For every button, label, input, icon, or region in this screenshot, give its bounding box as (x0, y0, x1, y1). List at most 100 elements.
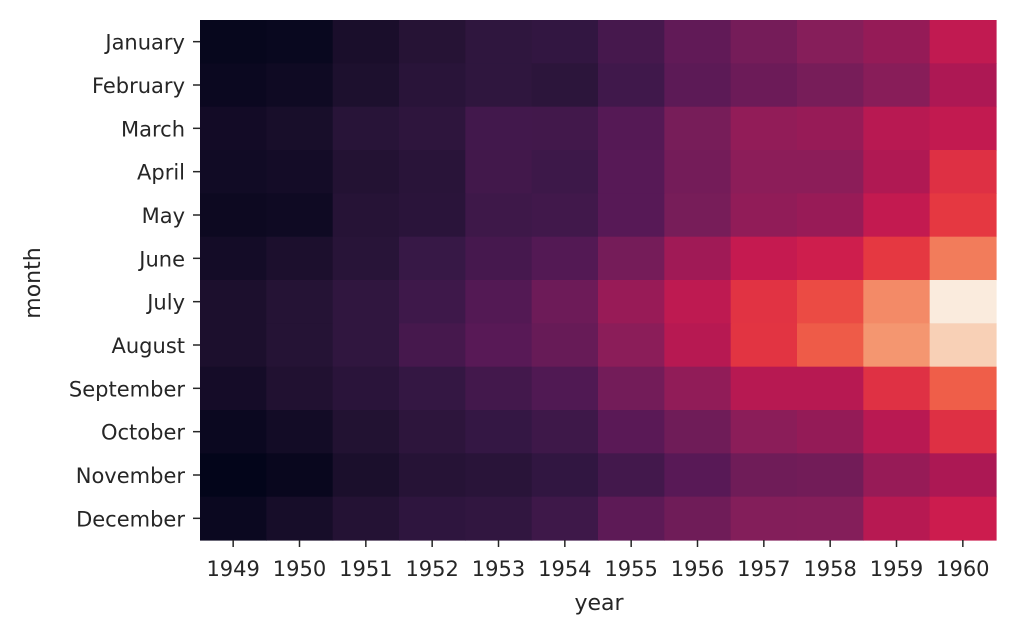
heatmap-cell (863, 366, 931, 411)
y-tick-label: July (145, 291, 185, 315)
heatmap-cell (200, 150, 267, 194)
x-tick-label: 1958 (803, 557, 856, 581)
heatmap-cell (200, 236, 267, 281)
heatmap-cell (664, 280, 732, 324)
x-axis-label: year (574, 591, 624, 616)
heatmap-cell (332, 323, 400, 368)
heatmap-cell (399, 453, 466, 498)
heatmap-cell (399, 20, 466, 64)
heatmap-cell (332, 496, 400, 541)
x-tick-label: 1956 (671, 557, 724, 581)
heatmap-cell (531, 280, 599, 324)
heatmap-cell (465, 323, 533, 368)
heatmap-cell (399, 106, 466, 151)
heatmap-cell (266, 193, 334, 238)
heatmap-cell (266, 236, 334, 281)
x-tick-label: 1949 (206, 557, 259, 581)
heatmap-cell (929, 280, 997, 324)
x-tick-label: 1955 (604, 557, 657, 581)
heatmap-cell (266, 323, 334, 368)
heatmap-cell (730, 150, 798, 194)
heatmap-cell (797, 20, 864, 64)
x-axis-ticks: 1949 1950 1951 1952 1953 1954 1955 1956 1957 1958… (206, 540, 990, 581)
heatmap-cell (863, 323, 931, 368)
heatmap-cell (399, 280, 466, 324)
x-tick-label: 1951 (339, 557, 392, 581)
heatmap-cell (200, 20, 267, 64)
heatmap-cell (266, 410, 334, 454)
heatmap-cell (465, 410, 533, 454)
heatmap-cell (332, 410, 400, 454)
heatmap-cell (929, 106, 997, 151)
heatmap-cell (664, 496, 732, 541)
heatmap-cell (797, 150, 864, 194)
heatmap-cell (531, 366, 599, 411)
heatmap-cell (664, 106, 732, 151)
heatmap-cell (797, 236, 864, 281)
heatmap-cell (863, 280, 931, 324)
heatmap-cell (598, 236, 665, 281)
heatmap-cell (730, 496, 798, 541)
heatmap-cell (465, 236, 533, 281)
x-tick-label: 1952 (405, 557, 458, 581)
heatmap-cell (863, 63, 931, 108)
heatmap-cell (730, 63, 798, 108)
heatmap-cell (929, 410, 997, 454)
heatmap-cell (797, 323, 864, 368)
heatmap-cell (730, 20, 798, 64)
x-tick-label: 1960 (936, 557, 989, 581)
heatmap-cell (598, 323, 665, 368)
heatmap-cell (332, 63, 400, 108)
heatmap-cell (797, 366, 864, 411)
heatmap-cell (664, 150, 732, 194)
heatmap-cell (598, 150, 665, 194)
heatmap-cell (531, 106, 599, 151)
heatmap-cell (465, 366, 533, 411)
x-tick-label: 1959 (870, 557, 923, 581)
heatmap-cell (531, 150, 599, 194)
x-tick-label: 1954 (538, 557, 591, 581)
heatmap-cell (266, 20, 334, 64)
heatmap-cell (730, 366, 798, 411)
heatmap-cell (598, 366, 665, 411)
heatmap-cell (598, 280, 665, 324)
heatmap-cell (797, 193, 864, 238)
heatmap-cell (266, 453, 334, 498)
heatmap-cell (465, 20, 533, 64)
heatmap-cell (200, 410, 267, 454)
heatmap-cell (399, 150, 466, 194)
heatmap-cell (863, 236, 931, 281)
heatmap-cell (531, 453, 599, 498)
heatmap-cell (531, 236, 599, 281)
y-tick-label: March (121, 117, 185, 141)
heatmap-cell (598, 20, 665, 64)
heatmap-cell (399, 236, 466, 281)
heatmap-cell (664, 323, 732, 368)
heatmap-cell (730, 453, 798, 498)
heatmap-cell (531, 410, 599, 454)
heatmap-cell (664, 20, 732, 64)
heatmap-cell (730, 193, 798, 238)
heatmap-cell (797, 410, 864, 454)
heatmap-cell (266, 150, 334, 194)
heatmap-cell (531, 496, 599, 541)
heatmap-cell (730, 323, 798, 368)
heatmap-cell (664, 236, 732, 281)
heatmap-cell (929, 236, 997, 281)
heatmap-cell (730, 106, 798, 151)
heatmap-cell (664, 366, 732, 411)
heatmap-cell (531, 323, 599, 368)
heatmap-cell (664, 410, 732, 454)
heatmap-cell (200, 193, 267, 238)
heatmap-cell (531, 193, 599, 238)
heatmap-cell (598, 410, 665, 454)
heatmap-cell (399, 496, 466, 541)
heatmap-cell (399, 323, 466, 368)
heatmap-cell (332, 106, 400, 151)
x-tick-label: 1957 (737, 557, 790, 581)
heatmap-cell (797, 280, 864, 324)
heatmap-cell (200, 280, 267, 324)
heatmap-cell (465, 150, 533, 194)
y-tick-label: June (137, 247, 185, 271)
